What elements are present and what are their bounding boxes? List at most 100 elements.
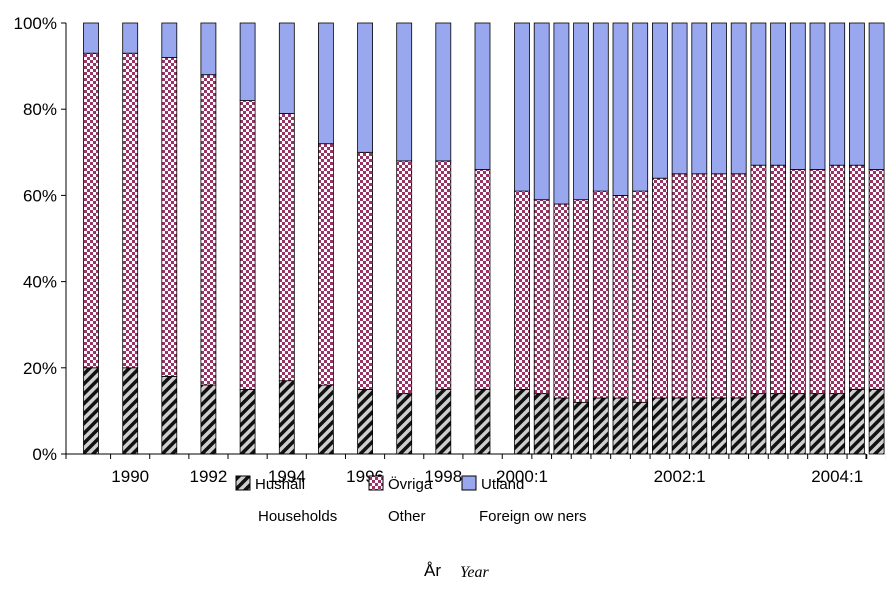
bar-segment-foreign-ow-ners-2002q2 xyxy=(691,22,708,175)
bar-segment-foreign-ow-ners-2004q2 xyxy=(849,22,865,166)
bar-segment-households-2001q1 xyxy=(592,397,609,455)
bar-segment-households-2000q4 xyxy=(573,401,589,455)
bar-segment-other-1999 xyxy=(474,169,491,390)
x-tick-label: 2000:1 xyxy=(496,467,548,486)
bar-segment-households-2000q3 xyxy=(553,397,570,455)
y-tick-label: 60% xyxy=(23,186,57,205)
bar-segment-other-1992 xyxy=(200,74,217,386)
bar-segment-foreign-ow-ners-2004q1 xyxy=(829,22,846,166)
bar-segment-households-2001q4 xyxy=(652,397,668,455)
x-tick-label: 1992 xyxy=(189,467,227,486)
bar-segment-households-2002q1 xyxy=(671,397,688,455)
bar-segment-households-2002q3 xyxy=(711,397,727,455)
bar-segment-other-2000q1 xyxy=(514,190,530,390)
bar-segment-foreign-ow-ners-2001q1 xyxy=(592,22,609,192)
axes-group xyxy=(61,22,886,459)
bar-segment-other-1989 xyxy=(83,52,99,369)
bar-segment-households-2004q1 xyxy=(829,393,846,455)
legend-label-other-en: Other xyxy=(388,508,426,525)
bar-segment-other-2000q4 xyxy=(573,199,589,403)
x-axis-title-en: Year xyxy=(460,564,490,581)
x-tick-label: 1990 xyxy=(111,467,149,486)
x-tick-label: 2002:1 xyxy=(654,467,706,486)
bar-segment-households-2003q4 xyxy=(809,393,826,455)
bar-segment-foreign-ow-ners-1992 xyxy=(200,22,217,76)
bar-segment-households-2002q2 xyxy=(691,397,708,455)
legend-label-ovriga: Övriga xyxy=(388,475,433,493)
bar-segment-households-2004q3 xyxy=(868,388,885,455)
bar-segment-other-2004q1 xyxy=(829,164,846,394)
legend-swatch-households xyxy=(235,475,251,491)
bar-segment-households-1998 xyxy=(435,388,452,455)
bar-segment-households-1992 xyxy=(200,384,217,455)
legend-swatch-other xyxy=(368,475,384,491)
x-tick-label: 1998 xyxy=(424,467,462,486)
bar-segment-other-2002q4 xyxy=(730,173,747,399)
bar-segment-other-2001q3 xyxy=(632,190,649,403)
bar-segment-households-2002q4 xyxy=(730,397,747,455)
bar-segment-households-2001q2 xyxy=(612,397,629,455)
legend-label-foreign-en: Foreign ow ners xyxy=(479,508,587,525)
bar-segment-foreign-ow-ners-1997 xyxy=(396,22,413,162)
bar-segment-foreign-ow-ners-2003q4 xyxy=(809,22,826,170)
bar-segment-other-2001q2 xyxy=(612,194,629,399)
bar-segment-foreign-ow-ners-1993 xyxy=(239,22,256,101)
bar-segment-foreign-ow-ners-1994 xyxy=(278,22,295,114)
bar-segment-households-2000q1 xyxy=(514,388,530,455)
bar-segment-foreign-ow-ners-2000q3 xyxy=(553,22,570,205)
bar-segment-foreign-ow-ners-2002q4 xyxy=(730,22,747,175)
bar-segment-households-1991 xyxy=(161,375,178,455)
bar-segment-households-1997 xyxy=(396,393,413,455)
bar-segment-foreign-ow-ners-1996 xyxy=(357,22,374,153)
bar-segment-other-2003q2 xyxy=(770,164,786,394)
bar-segment-foreign-ow-ners-2003q2 xyxy=(770,22,786,166)
x-tick-label: 2004:1 xyxy=(811,467,863,486)
bars-group xyxy=(83,22,885,455)
bar-segment-other-1990 xyxy=(122,52,139,369)
bar-segment-other-1996 xyxy=(357,151,374,390)
bar-segment-other-2003q4 xyxy=(809,169,826,395)
bar-segment-foreign-ow-ners-1991 xyxy=(161,22,178,58)
legend-label-utland: Utland xyxy=(481,476,524,493)
bar-segment-other-2001q4 xyxy=(652,177,668,399)
bar-segment-other-1993 xyxy=(239,100,256,390)
bar-segment-other-2002q3 xyxy=(711,173,727,399)
bar-segment-other-2000q3 xyxy=(553,203,570,399)
bar-segment-households-1994 xyxy=(278,380,295,455)
y-tick-label: 80% xyxy=(23,100,57,119)
bar-segment-foreign-ow-ners-2000q4 xyxy=(573,22,589,201)
bar-segment-households-2003q2 xyxy=(770,393,786,455)
bar-segment-households-2001q3 xyxy=(632,401,649,455)
bar-segment-foreign-ow-ners-1995 xyxy=(317,22,334,145)
bar-segment-other-2004q3 xyxy=(868,169,885,390)
bar-segment-households-2004q2 xyxy=(849,388,865,455)
bar-segment-households-1999 xyxy=(474,388,491,455)
x-axis-title: År xyxy=(424,561,441,580)
bar-segment-other-2002q1 xyxy=(671,173,688,399)
bar-segment-households-2003q3 xyxy=(789,393,806,455)
bar-segment-other-2002q2 xyxy=(691,173,708,399)
bar-segment-households-1996 xyxy=(357,388,374,455)
x-tick-labels: 199019921994199619982000:12002:12004:120… xyxy=(111,467,863,486)
bar-segment-foreign-ow-ners-1989 xyxy=(83,22,99,54)
bar-segment-other-1995 xyxy=(317,143,334,386)
bar-segment-foreign-ow-ners-1998 xyxy=(435,22,452,162)
bar-segment-other-1991 xyxy=(161,57,178,377)
bar-segment-households-2003q1 xyxy=(750,393,767,455)
bar-segment-foreign-ow-ners-2002q3 xyxy=(711,22,727,175)
bar-segment-foreign-ow-ners-2001q2 xyxy=(612,22,629,196)
legend-label-households-en: Households xyxy=(258,508,337,525)
bar-segment-households-2000q2 xyxy=(533,393,550,455)
bar-segment-foreign-ow-ners-2000q2 xyxy=(533,22,550,201)
bar-segment-foreign-ow-ners-2003q1 xyxy=(750,22,767,166)
bar-segment-foreign-ow-ners-2004q3 xyxy=(868,22,885,170)
bar-segment-foreign-ow-ners-2003q3 xyxy=(789,22,806,170)
bar-segment-foreign-ow-ners-1990 xyxy=(122,22,139,54)
bar-segment-households-1993 xyxy=(239,388,256,455)
bar-segment-foreign-ow-ners-1999 xyxy=(474,22,491,170)
legend-swatch-foreign xyxy=(461,475,477,491)
bar-segment-households-1990 xyxy=(122,367,139,455)
bar-segment-other-1997 xyxy=(396,160,413,394)
bar-segment-other-2004q2 xyxy=(849,164,865,390)
